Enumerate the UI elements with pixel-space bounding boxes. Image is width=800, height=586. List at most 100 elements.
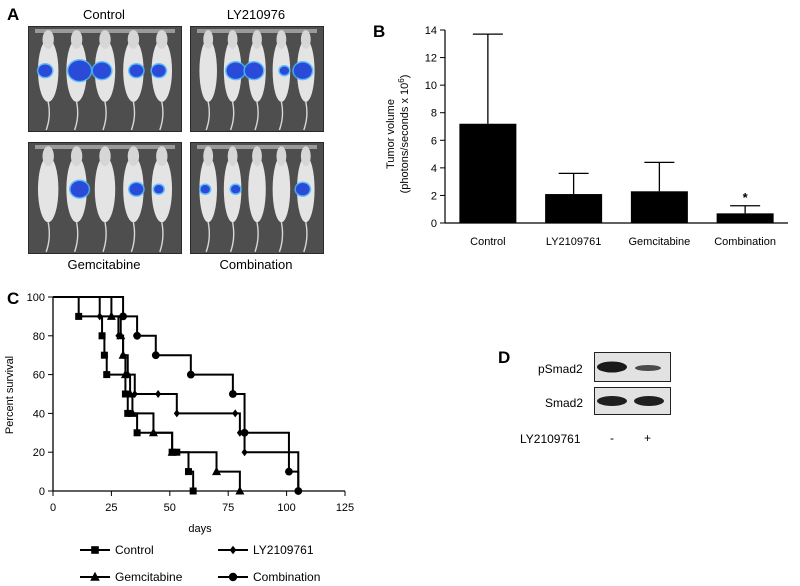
- y-tick-label: 100: [27, 292, 45, 304]
- mouse-head: [99, 146, 111, 167]
- mouse-image-ly: [190, 26, 324, 132]
- data-point: [294, 487, 303, 495]
- mouse-head: [156, 30, 168, 49]
- mouse-head: [203, 146, 214, 167]
- mouse-image-control: [28, 26, 182, 132]
- mouse-head: [70, 30, 83, 49]
- bioluminescence-signal: [154, 184, 164, 194]
- series-gemcitabine: [53, 296, 245, 495]
- mouse-tail: [303, 101, 308, 131]
- mouse-head: [127, 30, 140, 49]
- image-label-control: Control: [83, 7, 125, 22]
- legend-label: Gemcitabine: [115, 570, 183, 584]
- data-point: [167, 447, 177, 456]
- y-tick-label: 0: [39, 486, 45, 498]
- lane-sign-plus: +: [644, 431, 652, 445]
- mouse: [91, 30, 116, 131]
- data-point: [212, 466, 222, 476]
- mouse-head: [252, 146, 262, 167]
- y-tick-label: 80: [33, 331, 45, 343]
- data-point: [148, 427, 158, 437]
- mouse: [150, 30, 173, 131]
- band-smad2-control: [597, 396, 627, 406]
- data-point: [118, 350, 128, 359]
- data-point: [124, 409, 132, 417]
- survival-curve: [53, 296, 300, 491]
- mouse-head: [127, 146, 140, 167]
- mouse-tail: [254, 222, 259, 253]
- bar-combination: [716, 213, 774, 223]
- bioluminescence-signal: [230, 184, 241, 194]
- mouse-tail: [278, 101, 284, 131]
- bioluminescence-signal: [70, 181, 89, 198]
- y-tick-label: 10: [425, 80, 437, 92]
- bioluminescence-signal: [129, 182, 144, 196]
- mouse-head: [42, 146, 54, 167]
- data-point: [155, 390, 162, 398]
- legend-marker: [90, 571, 100, 581]
- data-point: [98, 332, 106, 340]
- mouse-body: [94, 156, 116, 223]
- y-tick-label: 20: [33, 447, 45, 459]
- y-axis-title-line1: Tumor volume: [385, 99, 397, 169]
- mouse-head: [252, 30, 262, 49]
- x-tick-label: 50: [164, 502, 176, 514]
- legend-marker: [228, 572, 238, 582]
- mouse-tail: [45, 222, 51, 253]
- mouse-head: [276, 30, 287, 49]
- mouse: [272, 30, 291, 131]
- mouse-head: [227, 146, 238, 167]
- mouse-tail: [278, 222, 284, 253]
- data-point: [184, 468, 192, 476]
- data-point: [120, 369, 130, 379]
- mouse-tail: [102, 101, 107, 131]
- data-point: [186, 370, 195, 379]
- western-blot: [594, 352, 671, 415]
- mouse: [199, 30, 217, 131]
- data-point: [125, 389, 135, 398]
- y-tick-label: 8: [431, 108, 437, 120]
- legend-marker: [229, 545, 237, 555]
- mouse-head: [300, 146, 311, 167]
- data-point: [103, 371, 111, 379]
- mouse: [94, 146, 116, 253]
- mouse-tail: [73, 222, 79, 253]
- mouse-body: [248, 156, 266, 223]
- data-point: [75, 312, 83, 320]
- significance-marker: *: [743, 190, 749, 205]
- mouse-tail: [159, 101, 164, 131]
- panel-letter-d: D: [498, 348, 511, 367]
- data-point: [121, 390, 129, 398]
- y-axis-title-line2: (photons/seconds x 106): [397, 75, 411, 194]
- band-psmad2-control: [597, 361, 627, 373]
- mouse: [272, 146, 291, 253]
- legend-marker: [91, 546, 99, 554]
- data-point: [119, 312, 127, 321]
- mouse-tail: [102, 222, 107, 253]
- panel-letter-b: B: [373, 22, 386, 41]
- image-label-combination: Combination: [219, 257, 293, 272]
- mouse-image-combination: [190, 142, 324, 254]
- band-psmad2-treated: [635, 365, 661, 371]
- mouse-head: [300, 30, 311, 49]
- mouse: [294, 146, 315, 253]
- y-tick-label: 14: [425, 25, 437, 37]
- bioluminescence-signal: [293, 62, 312, 79]
- bioluminescence-signal: [151, 64, 166, 77]
- mouse: [36, 30, 59, 131]
- data-point: [228, 390, 237, 398]
- mouse-tail: [229, 101, 235, 131]
- data-point: [232, 409, 239, 418]
- panel-letter-c: C: [7, 289, 20, 308]
- data-point: [127, 408, 137, 417]
- x-tick-label: 75: [222, 502, 234, 514]
- mouse: [66, 30, 93, 131]
- mouse-tail: [159, 222, 164, 253]
- lane-sign-minus: -: [610, 431, 614, 445]
- bioluminescence-signal: [129, 64, 144, 77]
- y-tick-label: 0: [431, 218, 437, 230]
- mouse-head: [276, 146, 287, 167]
- data-point: [189, 487, 197, 495]
- data-point: [151, 351, 160, 360]
- mouse-body: [199, 39, 217, 102]
